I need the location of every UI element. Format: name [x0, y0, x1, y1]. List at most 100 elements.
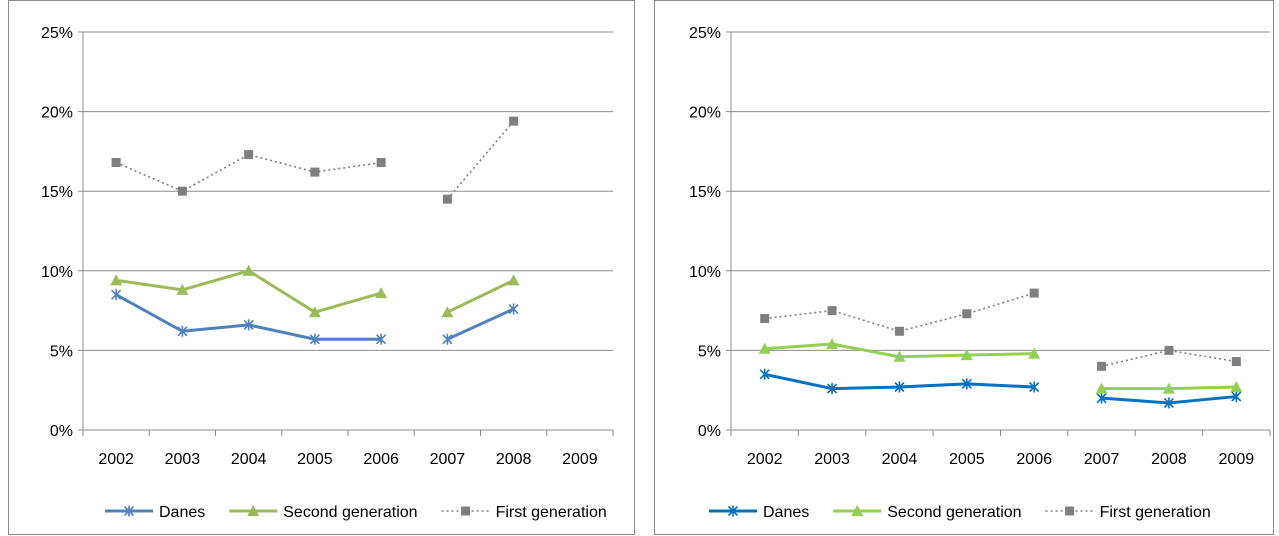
data-point-second-generation: [375, 287, 388, 299]
y-tick-label: 0%: [50, 423, 73, 440]
data-point-danes: [1096, 392, 1107, 404]
legend-item-second-generation: Second generation: [833, 504, 1022, 521]
legend-marker: [851, 505, 864, 516]
data-point-danes: [309, 333, 320, 345]
x-tick-label: 2005: [949, 451, 985, 468]
series-line-second-generation: [446, 279, 515, 314]
data-point-first-generation: [1231, 357, 1241, 367]
x-tick-label: 2008: [1151, 451, 1187, 468]
data-point-danes: [376, 333, 387, 345]
legend-marker: [461, 506, 471, 516]
series-first-generation: [760, 288, 1241, 371]
data-point-danes: [894, 381, 905, 393]
legend-item-danes: Danes: [709, 504, 809, 521]
data-point-danes: [759, 368, 770, 380]
gridlines: [83, 31, 613, 351]
y-tick-label: 5%: [50, 343, 73, 360]
data-point-danes: [508, 303, 519, 315]
data-point-second-generation: [1162, 382, 1175, 394]
y-tick-label: 25%: [41, 25, 73, 42]
series-danes: [759, 368, 1242, 409]
x-tick-label: 2009: [562, 451, 598, 468]
data-point-first-generation: [310, 167, 320, 177]
y-tick-label: 20%: [689, 105, 721, 122]
data-point-danes: [1029, 381, 1040, 393]
data-point-danes: [1231, 391, 1242, 403]
data-point-first-generation: [509, 116, 519, 126]
data-point-second-generation: [507, 274, 520, 286]
data-point-danes: [111, 289, 122, 301]
series-line-first-generation: [446, 120, 515, 200]
series-line-second-generation: [115, 269, 382, 314]
x-tick-label: 2004: [231, 451, 267, 468]
series-second-generation: [758, 338, 1243, 394]
series-line-first-generation: [764, 292, 1035, 333]
data-point-first-generation: [1164, 345, 1174, 355]
data-point-first-generation: [244, 150, 254, 160]
chart-panel-left: 0% 5% 10% 15% 20% 25% 2002 2003 2004 2005 2006 2007…: [8, 0, 635, 535]
data-point-second-generation: [893, 350, 906, 362]
data-point-second-generation: [176, 283, 189, 295]
series-danes: [111, 289, 519, 345]
data-point-second-generation: [308, 306, 321, 318]
series-line-danes: [446, 307, 515, 341]
x-tick-label: 2004: [882, 451, 918, 468]
legend-label: Danes: [159, 504, 205, 521]
data-point-first-generation: [111, 158, 121, 168]
data-point-second-generation: [242, 264, 255, 276]
data-point-second-generation: [1095, 382, 1108, 394]
x-tick-label: 2006: [1016, 451, 1052, 468]
data-point-first-generation: [1029, 288, 1039, 298]
data-point-first-generation: [894, 326, 904, 336]
x-tick-label: 2002: [747, 451, 783, 468]
data-point-second-generation: [960, 349, 973, 361]
x-tick-label: 2007: [1084, 451, 1120, 468]
y-tick-label: 10%: [689, 264, 721, 281]
x-tick-label: 2005: [297, 451, 333, 468]
data-point-first-generation: [376, 158, 386, 168]
legend-item-second-generation: Second generation: [229, 504, 418, 521]
legend-item-first-generation: First generation: [441, 504, 607, 521]
legend-label: Danes: [763, 504, 809, 521]
data-point-danes: [961, 378, 972, 390]
data-point-danes: [243, 319, 254, 331]
data-point-first-generation: [760, 314, 770, 324]
x-tick-label: 2008: [496, 451, 532, 468]
data-point-first-generation: [1097, 361, 1107, 371]
legend-item-danes: Danes: [105, 504, 205, 521]
x-tick-label: 2007: [430, 451, 466, 468]
data-point-danes: [442, 333, 453, 345]
legend-item-first-generation: First generation: [1045, 504, 1211, 521]
x-tick-label: 2009: [1219, 451, 1255, 468]
legend-marker: [727, 505, 739, 517]
x-tick-label: 2006: [363, 451, 399, 468]
x-tick-label: 2003: [814, 451, 850, 468]
series-line-first-generation: [115, 153, 382, 193]
series-first-generation: [111, 116, 519, 204]
data-point-second-generation: [1230, 381, 1243, 393]
data-point-danes: [177, 325, 188, 337]
legend-marker: [123, 505, 135, 517]
y-tick-label: 15%: [689, 184, 721, 201]
gridlines: [731, 31, 1270, 351]
chart-panel-right: 0% 5% 10% 15% 20% 25% 2002 2003 2004 2005 2006 2007…: [654, 0, 1274, 535]
data-point-first-generation: [177, 186, 187, 196]
legend-marker: [1065, 506, 1075, 516]
y-tick-label: 10%: [41, 264, 73, 281]
y-tick-label: 20%: [41, 105, 73, 122]
legend-label: Second generation: [887, 504, 1021, 521]
data-point-second-generation: [110, 274, 123, 286]
legend-label: Second generation: [283, 504, 417, 521]
y-tick-label: 15%: [41, 184, 73, 201]
x-tick-label: 2002: [98, 451, 134, 468]
data-point-first-generation: [962, 309, 972, 319]
data-point-danes: [1163, 397, 1175, 409]
data-point-second-generation: [441, 306, 454, 318]
y-tick-label: 0%: [698, 423, 721, 440]
data-point-second-generation: [758, 342, 771, 354]
series-line-danes: [115, 293, 382, 341]
data-point-danes: [826, 383, 838, 395]
y-tick-label: 5%: [698, 343, 721, 360]
x-tick-label: 2003: [165, 451, 201, 468]
data-point-second-generation: [1028, 347, 1041, 359]
